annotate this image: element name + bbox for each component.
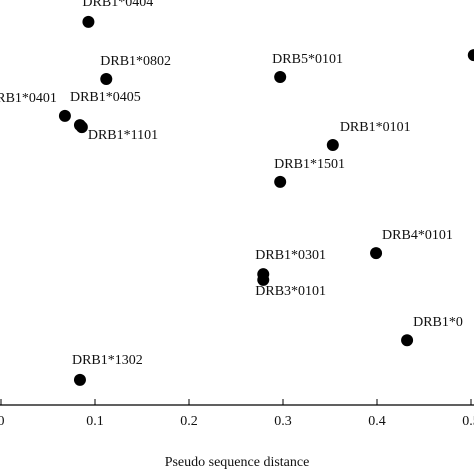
x-tick-label: 0 — [0, 414, 5, 429]
point — [58, 109, 71, 122]
point-label: DRB1*0405 — [70, 90, 141, 105]
point — [82, 15, 95, 28]
point — [73, 373, 86, 386]
point — [326, 138, 339, 151]
point-label: DRB1*1501 — [274, 157, 345, 172]
point-label: DRB1*0101 — [340, 120, 411, 135]
x-tick-label: 0.5 — [462, 414, 474, 429]
point — [75, 121, 88, 134]
point — [467, 49, 474, 62]
point — [274, 175, 287, 188]
point-label: DRB4*0101 — [382, 228, 453, 243]
point-label: DRB1*0401 — [0, 91, 57, 106]
point-label: DRB3*0101 — [255, 284, 326, 299]
x-tick-label: 0.3 — [274, 414, 292, 429]
point — [100, 72, 113, 85]
x-axis-label: Pseudo sequence distance — [165, 455, 310, 470]
point-label: DRB1*1101 — [88, 128, 158, 143]
point — [257, 273, 270, 286]
x-tick-label: 0.2 — [180, 414, 198, 429]
point — [401, 334, 414, 347]
point — [274, 70, 287, 83]
point-label: DRB1*0 — [413, 315, 463, 330]
point — [370, 247, 383, 260]
x-tick-label: 0.1 — [86, 414, 104, 429]
point-label: DRB5*0101 — [272, 52, 343, 67]
point-label: DRB1*0404 — [82, 0, 153, 10]
x-tick-label: 0.4 — [368, 414, 386, 429]
point-label: DRB1*1302 — [72, 353, 143, 368]
point-label: DRB1*0802 — [100, 54, 171, 69]
point-label: DRB1*0301 — [255, 248, 326, 263]
